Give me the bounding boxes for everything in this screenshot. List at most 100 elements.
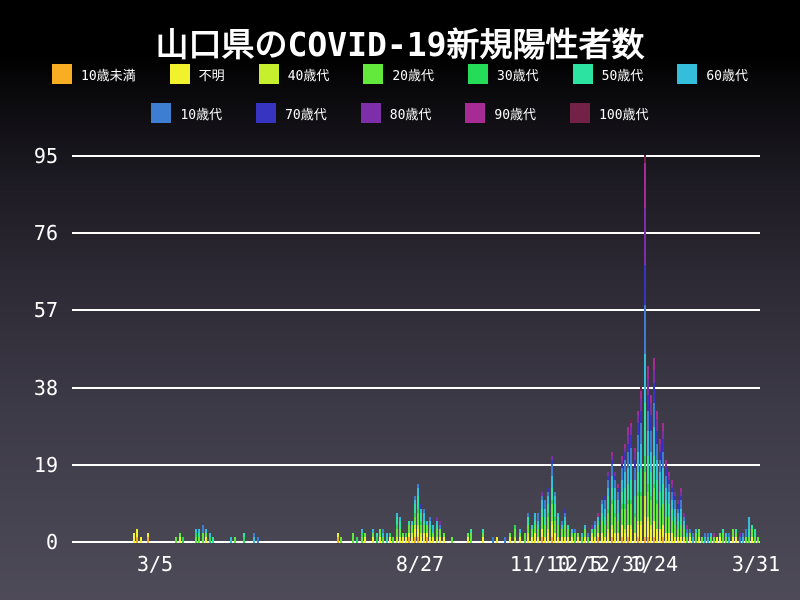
bar-segment [205, 536, 207, 541]
bar [175, 536, 177, 543]
bar [396, 512, 398, 543]
legend-item-4[interactable]: 30歳代 [468, 64, 539, 84]
bar [695, 528, 697, 543]
bar-segment [611, 488, 613, 501]
bar-baseline-pad [742, 541, 744, 543]
legend-item-3[interactable]: 20歳代 [363, 64, 434, 84]
bar-segment [748, 528, 750, 537]
bar-segment [198, 532, 200, 537]
legend-item-5[interactable]: 50歳代 [572, 64, 643, 84]
bar-segment [402, 532, 404, 537]
bar-baseline-pad [564, 541, 566, 543]
bar-segment [677, 512, 679, 521]
bar-segment [411, 524, 413, 533]
bar-segment [650, 431, 652, 452]
bar-segment [414, 512, 416, 517]
bar-segment [504, 536, 506, 541]
bar-segment [650, 500, 652, 525]
bar-segment [432, 532, 434, 537]
bar-segment [698, 536, 700, 541]
bar-segment [728, 532, 730, 537]
bar-segment [541, 500, 543, 509]
legend-item-2[interactable]: 40歳代 [258, 64, 329, 84]
legend-item-9[interactable]: 80歳代 [360, 103, 431, 123]
bar-segment [650, 415, 652, 432]
bar-baseline-pad [710, 541, 712, 543]
bar-segment [611, 536, 613, 541]
bar [601, 500, 603, 543]
bar-segment [647, 431, 649, 456]
legend-swatch-icon [258, 64, 279, 84]
legend-item-0[interactable]: 10歳未満 [52, 64, 136, 84]
bar-baseline-pad [665, 541, 667, 543]
bar-baseline-pad [337, 541, 339, 543]
bar [719, 532, 721, 543]
bar-segment [668, 532, 670, 541]
bar [604, 496, 606, 543]
legend-label: 10歳未満 [81, 68, 136, 84]
bar-segment [637, 520, 639, 525]
bar-segment [408, 532, 410, 537]
bar-segment [376, 536, 378, 541]
bar-segment [701, 536, 703, 541]
legend-label: 60歳代 [706, 68, 748, 84]
bar-segment [745, 528, 747, 537]
bar-segment [439, 528, 441, 537]
bar-segment [634, 496, 636, 513]
bar [212, 536, 214, 543]
bar [514, 524, 516, 543]
bar [614, 471, 616, 543]
bar-segment [571, 528, 573, 533]
bar-segment [656, 500, 658, 505]
bar-segment [136, 528, 138, 537]
bar-segment [581, 536, 583, 541]
bar [561, 520, 563, 543]
bar-segment [634, 516, 636, 533]
legend-item-1[interactable]: 不明 [169, 64, 225, 84]
bar-segment [179, 532, 181, 537]
bar [243, 532, 245, 543]
legend-item-7[interactable]: 10歳代 [151, 103, 222, 123]
bar-segment [423, 512, 425, 521]
bar-segment [182, 536, 184, 541]
bar-segment [640, 524, 642, 541]
legend-row-1: 10歳未満 不明 40歳代 20歳代 30歳代 50歳代 60歳代 [0, 64, 800, 84]
bar-segment [671, 508, 673, 521]
bar [701, 536, 703, 543]
bar-segment [662, 484, 664, 505]
legend-item-10[interactable]: 90歳代 [465, 103, 536, 123]
bar-segment [372, 532, 374, 537]
bar-segment [382, 532, 384, 537]
bar-segment [621, 504, 623, 509]
legend-item-6[interactable]: 60歳代 [677, 64, 748, 84]
bar-segment [386, 536, 388, 541]
bar-segment [417, 524, 419, 529]
bar-segment [567, 524, 569, 529]
bar-segment [680, 508, 682, 517]
bar-baseline-pad [205, 541, 207, 543]
bar-segment [202, 524, 204, 533]
bar-segment [742, 536, 744, 541]
bar-segment [597, 536, 599, 541]
bar [713, 532, 715, 543]
legend-item-8[interactable]: 70歳代 [256, 103, 327, 123]
bar-segment [634, 447, 636, 452]
bar-segment [653, 370, 655, 383]
bar-segment [704, 532, 706, 537]
bar-segment [640, 492, 642, 497]
bar-baseline-pad [386, 541, 388, 543]
bar [147, 532, 149, 543]
bar-baseline-pad [624, 541, 626, 543]
legend-item-11[interactable]: 100歳代 [570, 103, 649, 123]
bar-segment [754, 528, 756, 537]
bar-segment [564, 536, 566, 541]
bar-segment [668, 471, 670, 476]
bar-segment [665, 488, 667, 501]
bar-segment [557, 536, 559, 541]
bar-segment [584, 528, 586, 537]
bar-segment [674, 500, 676, 509]
bar-segment [614, 488, 616, 501]
bar-segment [604, 536, 606, 541]
bar-segment [411, 536, 413, 541]
bar-baseline-pad [467, 541, 469, 543]
